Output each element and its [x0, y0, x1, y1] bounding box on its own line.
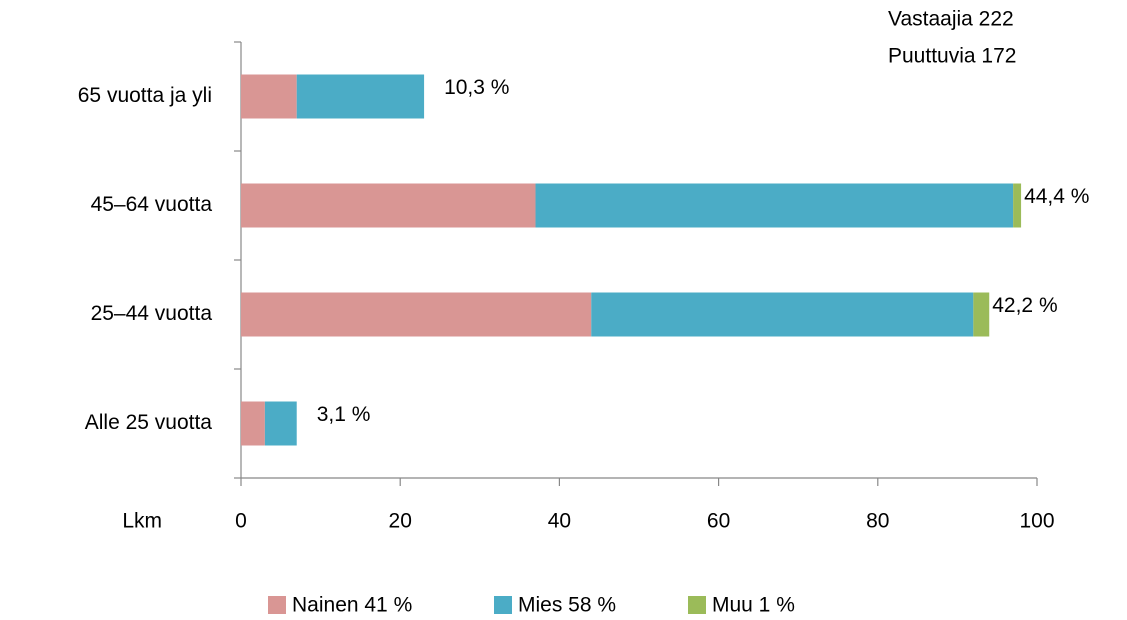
bar-segment — [241, 292, 592, 337]
y-tick-label: Alle 25 vuotta — [85, 411, 213, 434]
y-tick-label: 25–44 vuotta — [91, 302, 213, 325]
annotation: Puuttuvia 172 — [888, 45, 1016, 68]
x-tick-label: 20 — [389, 510, 412, 533]
legend-swatch — [268, 596, 286, 614]
legend-label: Nainen 41 % — [292, 594, 412, 617]
x-tick-label: 0 — [235, 510, 247, 533]
y-tick-label: 45–64 vuotta — [91, 193, 213, 216]
x-tick-label: 80 — [866, 510, 889, 533]
bar-segment — [296, 74, 425, 119]
bar-segment — [973, 292, 990, 337]
x-tick-label: 40 — [548, 510, 571, 533]
bar-segment — [241, 401, 265, 446]
total-label: 44,4 % — [1024, 185, 1089, 208]
total-label: 42,2 % — [992, 294, 1057, 317]
bar-segment — [1013, 183, 1022, 228]
legend-swatch — [688, 596, 706, 614]
bar-segment — [591, 292, 974, 337]
x-axis-label: Lkm — [122, 510, 162, 533]
bar-segment — [535, 183, 1014, 228]
bar-segment — [241, 74, 297, 119]
total-label: 10,3 % — [444, 76, 509, 99]
x-tick-label: 60 — [707, 510, 730, 533]
bar-segment — [241, 183, 536, 228]
total-label: 3,1 % — [317, 403, 371, 426]
legend-swatch — [494, 596, 512, 614]
bar-segment — [264, 401, 297, 446]
legend-label: Muu 1 % — [712, 594, 795, 617]
legend-label: Mies 58 % — [518, 594, 616, 617]
x-tick-label: 100 — [1019, 510, 1054, 533]
y-tick-label: 65 vuotta ja yli — [78, 84, 212, 107]
annotation: Vastaajia 222 — [888, 8, 1014, 31]
